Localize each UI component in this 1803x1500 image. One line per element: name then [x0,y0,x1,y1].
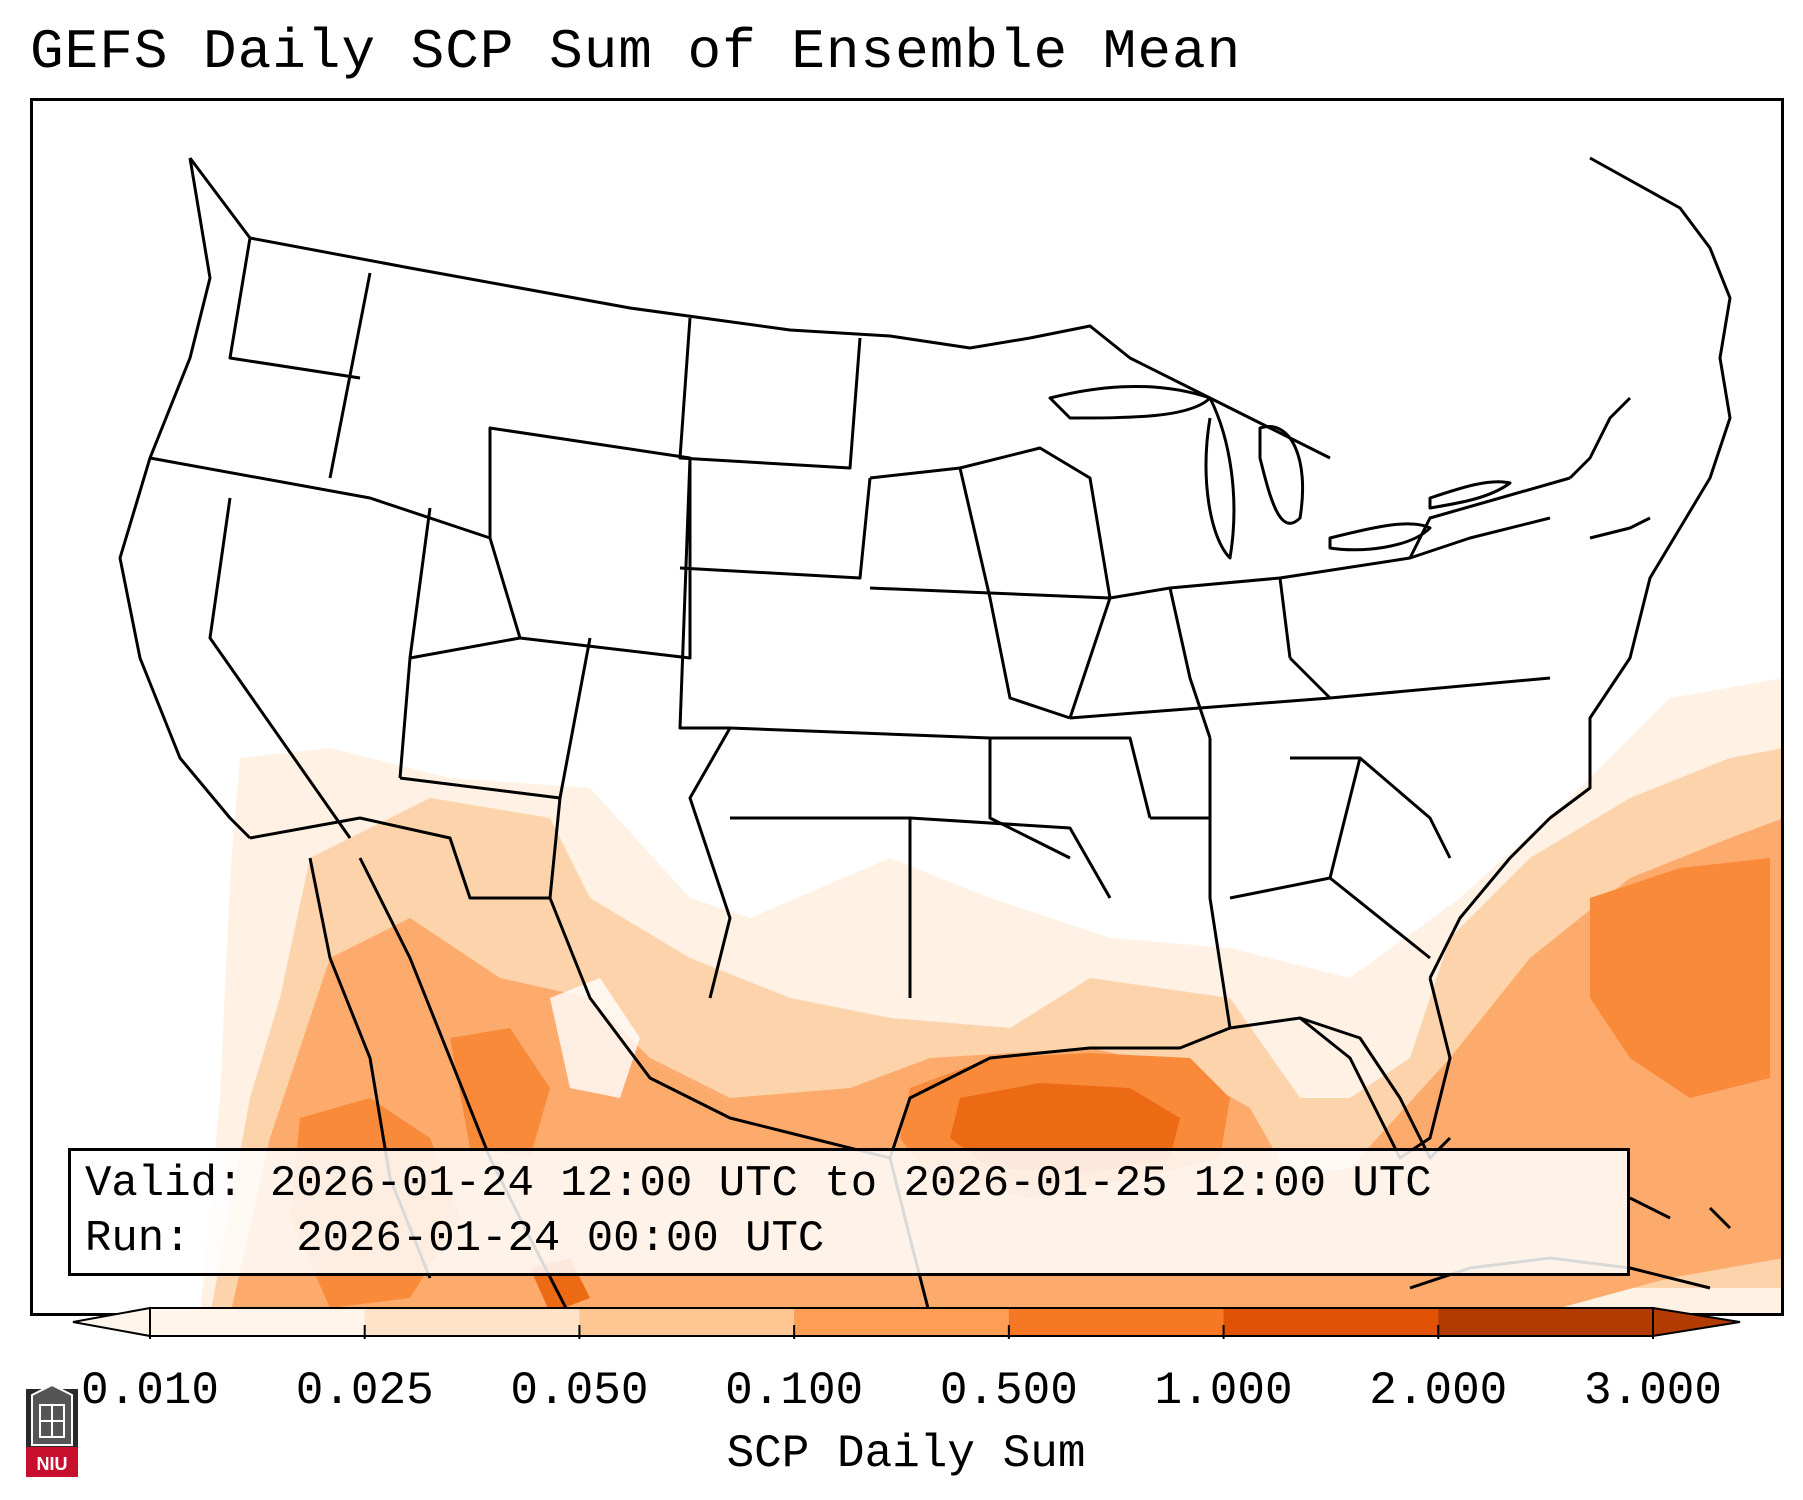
valid-label: Valid: [85,1159,244,1209]
colorbar-label: SCP Daily Sum [726,1428,1086,1480]
logo-text: NIU [37,1454,68,1474]
colorbar-segment [150,1308,366,1336]
colorbar-extend-high [1652,1306,1741,1338]
colorbar-tick-label: 2.000 [1369,1365,1508,1417]
colorbar-tick-label: 3.000 [1583,1365,1723,1417]
colorbar-extend-low [72,1306,151,1338]
validity-info-box: Valid: 2026-01-24 12:00 UTC to 2026-01-2… [68,1148,1630,1276]
colorbar-tick-label: 1.000 [1154,1365,1293,1417]
colorbar-tick-label: 0.010 [80,1365,220,1417]
niu-logo-icon: NIU [26,1385,78,1477]
colorbar-segment [1008,1308,1225,1336]
colorbar-segments [150,1308,1654,1336]
run-label: Run: [85,1214,191,1264]
colorbar-tick-label: 0.050 [510,1365,649,1417]
run-value: 2026-01-24 00:00 UTC [296,1214,825,1264]
colorbar-tick-label: 0.500 [939,1365,1078,1417]
colorbar-segment [1438,1308,1654,1336]
colorbar-tick-marks [149,1325,1654,1339]
colorbar-tick-label: 0.100 [725,1365,864,1417]
colorbar-segment [364,1308,580,1336]
colorbar-frame [149,1307,1654,1337]
colorbar-segment [579,1308,795,1336]
valid-value: 2026-01-24 12:00 UTC to 2026-01-25 12:00… [269,1159,1432,1209]
page-title: GEFS Daily SCP Sum of Ensemble Mean [30,20,1242,84]
colorbar-segment [1223,1308,1439,1336]
colorbar-tick-label: 0.025 [295,1365,434,1417]
colorbar [72,1306,1741,1339]
colorbar-segment [794,1308,1010,1336]
map-panel [30,98,1784,1316]
